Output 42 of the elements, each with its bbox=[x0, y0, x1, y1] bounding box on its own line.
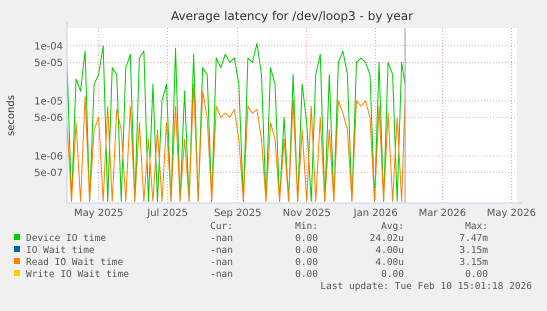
text: 0.00 bbox=[295, 245, 318, 256]
text: Max: bbox=[465, 221, 488, 232]
y-tick-label: 1e-05 bbox=[34, 96, 63, 108]
text: 7.47m bbox=[459, 233, 488, 244]
text: -nan bbox=[210, 269, 233, 280]
text: 3.15m bbox=[459, 257, 488, 268]
x-tick-label: Jan 2026 bbox=[352, 208, 398, 219]
y-tick-label: 1e-04 bbox=[34, 41, 63, 52]
x-tick-label: Jul 2025 bbox=[146, 208, 188, 219]
line-series bbox=[66, 42, 406, 202]
x-tick-label: May 2025 bbox=[74, 208, 124, 219]
x-tick-label: May 2026 bbox=[486, 208, 536, 219]
y-tick-label: 5e-05 bbox=[34, 58, 63, 69]
legend-label: IO Wait time bbox=[26, 245, 95, 256]
text: Last update: Tue Feb 10 15:01:18 2026 bbox=[320, 281, 532, 292]
text: 24.02u bbox=[370, 233, 404, 244]
legend-label: Write IO Wait time bbox=[26, 269, 130, 280]
text: 4.00u bbox=[375, 245, 404, 256]
y-axis-title: seconds bbox=[6, 95, 17, 136]
text: 0.00 bbox=[295, 233, 318, 244]
text: Cur: bbox=[210, 221, 233, 232]
text: 4.00u bbox=[375, 257, 404, 268]
text: Avg: bbox=[381, 221, 404, 232]
text: 0.00 bbox=[465, 269, 488, 280]
text: -nan bbox=[210, 245, 233, 256]
x-tick-label: Sep 2025 bbox=[214, 208, 262, 219]
y-tick-label: 1e-06 bbox=[34, 151, 63, 162]
text: 0.00 bbox=[381, 269, 404, 280]
line-series bbox=[66, 84, 406, 202]
chart-title: Average latency for /dev/loop3 - by year bbox=[170, 9, 414, 23]
text: -nan bbox=[210, 257, 233, 268]
text: 0.00 bbox=[295, 257, 318, 268]
legend-label: Read IO Wait time bbox=[26, 257, 124, 268]
legend-label: Device IO time bbox=[26, 233, 106, 244]
text: -nan bbox=[210, 233, 233, 244]
text: 0.00 bbox=[295, 269, 318, 280]
text: Min: bbox=[295, 221, 318, 232]
text: 3.15m bbox=[459, 245, 488, 256]
x-tick-label: Nov 2025 bbox=[282, 208, 331, 219]
y-tick-label: 5e-06 bbox=[34, 112, 63, 124]
x-tick-label: Mar 2026 bbox=[418, 208, 466, 219]
y-tick-label: 5e-07 bbox=[34, 168, 63, 180]
